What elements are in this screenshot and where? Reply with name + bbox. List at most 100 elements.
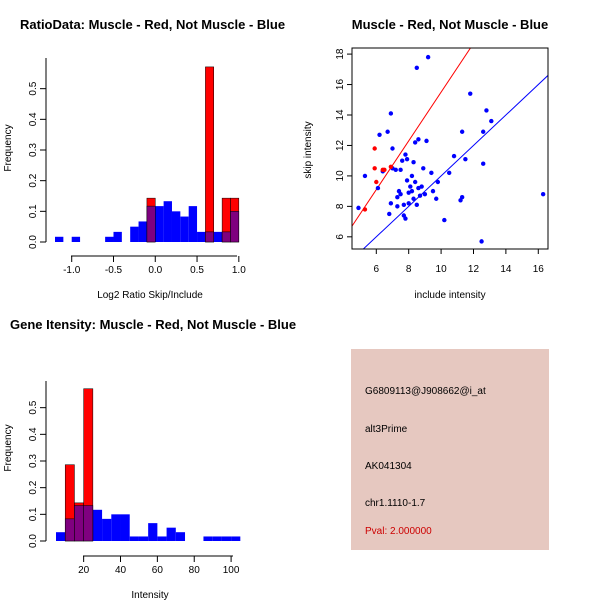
ratio-bar-overlap <box>221 231 231 243</box>
ratio-histogram: RatioData: Muscle - Red, Not Muscle - Bl… <box>3 17 285 301</box>
not-muscle-point <box>435 179 441 185</box>
genomic-location: chr1.1110-1.7 <box>365 498 426 509</box>
not-muscle-point <box>398 191 403 197</box>
not-muscle-point <box>385 129 390 134</box>
not-muscle-point <box>425 54 431 60</box>
muscle-point <box>374 179 379 185</box>
ratio-y-label: Frequency <box>3 124 14 171</box>
probe-info-panel: G6809113@J908662@i_at alt3Prime AK041304… <box>351 349 549 550</box>
intensity-bar-not-muscle <box>120 514 130 541</box>
not-muscle-point <box>403 152 408 157</box>
not-muscle-point <box>412 179 418 185</box>
intensity-ytick-label: 0.1 <box>28 507 39 521</box>
scatter-title: Muscle - Red, Not Muscle - Blue <box>352 17 548 32</box>
intensity-bar-not-muscle <box>148 523 158 541</box>
not-muscle-point <box>429 170 434 176</box>
not-muscle-point <box>416 137 421 142</box>
intensity-xtick-label: 60 <box>152 565 164 576</box>
muscle-point <box>382 167 387 173</box>
not-muscle-point <box>463 156 468 162</box>
muscle-point <box>372 166 377 171</box>
pval-text: Pval: 2.000000 <box>365 526 432 537</box>
intensity-bar-not-muscle <box>138 536 149 541</box>
not-muscle-point <box>362 173 368 179</box>
ratio-bar-not-muscle <box>71 236 81 242</box>
not-muscle-point <box>434 196 439 201</box>
muscle-point <box>372 146 377 151</box>
intensity-bar-not-muscle <box>221 536 232 541</box>
not-muscle-point <box>403 216 408 221</box>
scatter-frame <box>351 47 549 250</box>
intensity-ytick-label: 0.4 <box>28 427 39 441</box>
intensity-histogram-title: Gene Itensity: Muscle - Red, Not Muscle … <box>10 317 296 332</box>
ratio-ytick-label: 0.3 <box>28 143 39 157</box>
intensity-bar-overlap <box>83 505 94 542</box>
not-muscle-point <box>404 156 410 162</box>
intensity-bar-not-muscle <box>203 536 213 541</box>
not-muscle-point <box>406 201 411 206</box>
ratio-ytick-label: 0.2 <box>28 173 39 187</box>
ratio-bar-not-muscle <box>163 201 172 242</box>
ratio-ytick-label: 0.0 <box>28 235 39 249</box>
ratio-xtick-label: 0.0 <box>148 265 162 276</box>
not-muscle-point <box>408 184 413 189</box>
scatter-ytick-label: 10 <box>335 170 346 182</box>
not-muscle-point <box>411 160 416 165</box>
intensity-ytick-label: 0.2 <box>28 480 39 494</box>
scatter-xtick-label: 10 <box>436 264 448 275</box>
scatter-ytick-label: 14 <box>335 109 346 121</box>
intensity-x-label: Intensity <box>131 590 168 600</box>
not-muscle-point <box>421 166 426 171</box>
scatter-ytick-label: 12 <box>335 139 346 151</box>
not-muscle-point <box>459 195 465 200</box>
intensity-bar-not-muscle <box>166 527 176 541</box>
ratio-bar-not-muscle <box>138 221 147 242</box>
scatter-xtick-label: 6 <box>374 264 380 275</box>
not-muscle-point <box>393 167 398 173</box>
not-muscle-point <box>481 129 486 134</box>
not-muscle-point <box>422 191 428 197</box>
not-muscle-point <box>400 158 405 163</box>
scatter-y-label: skip intensity <box>303 121 314 178</box>
not-muscle-point <box>387 211 392 217</box>
ratio-xtick-label: 0.5 <box>190 265 204 276</box>
intensity-bar-not-muscle <box>175 532 186 541</box>
intensity-xtick-label: 20 <box>78 565 90 576</box>
intensity-bar-not-muscle <box>102 518 112 541</box>
ratio-bar-muscle <box>205 66 215 243</box>
intensity-y-label: Frequency <box>3 424 14 471</box>
scatter-ytick-label: 18 <box>335 48 346 60</box>
scatter-xtick-label: 8 <box>406 264 412 275</box>
not-muscle-point <box>409 173 415 179</box>
not-muscle-point <box>414 65 419 70</box>
ratio-bar-overlap <box>230 211 240 243</box>
not-muscle-point <box>404 178 410 183</box>
intensity-bar-not-muscle <box>157 536 167 541</box>
not-muscle-point <box>459 129 465 134</box>
intensity-bar-not-muscle <box>92 509 103 541</box>
ratio-histogram-title: RatioData: Muscle - Red, Not Muscle - Bl… <box>20 17 285 32</box>
ratio-bar-not-muscle <box>130 226 139 242</box>
intensity-bar-not-muscle <box>56 532 66 541</box>
not-muscle-point <box>395 195 400 200</box>
identity-line <box>362 75 548 249</box>
not-muscle-point <box>424 138 429 144</box>
not-muscle-point <box>451 153 457 159</box>
not-muscle-point <box>388 201 394 206</box>
not-muscle-point <box>409 188 415 194</box>
intensity-ytick-label: 0.3 <box>28 454 39 468</box>
accession: AK041304 <box>365 461 412 472</box>
not-muscle-point <box>412 140 418 145</box>
intensity-bar-not-muscle <box>111 514 121 541</box>
ratio-bar-not-muscle <box>188 206 198 242</box>
ratio-xtick-label: -0.5 <box>105 265 123 276</box>
scatter-xtick-label: 14 <box>500 264 512 275</box>
not-muscle-point <box>398 167 403 173</box>
intensity-ytick-label: 0.5 <box>28 400 39 414</box>
ratio-bar-not-muscle <box>155 206 164 242</box>
ratio-ytick-label: 0.5 <box>28 81 39 95</box>
intensity-xtick-label: 40 <box>115 565 127 576</box>
ratio-bar-not-muscle <box>105 236 114 242</box>
not-muscle-point <box>540 191 546 197</box>
